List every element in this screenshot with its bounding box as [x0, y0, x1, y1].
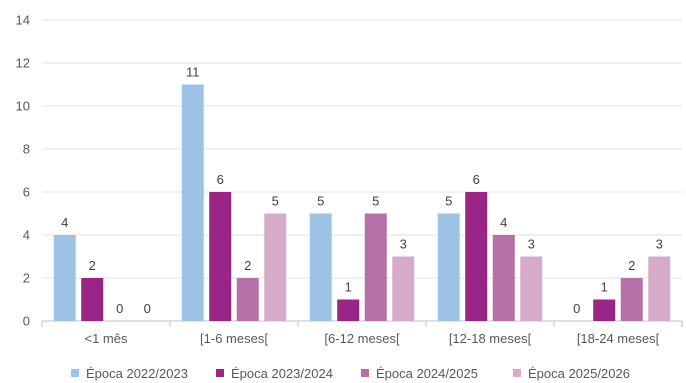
bar-4-2	[264, 213, 287, 321]
legend: Época 2022/2023 Época 2023/2024 Época 2024…	[71, 366, 630, 381]
data-labels: 4 2 0 0 11 6 2 5 5 1 5 3 5 6 4 3 0 1 2 3	[61, 65, 663, 317]
y-tick-label: 10	[16, 99, 30, 114]
y-tick-label: 14	[16, 13, 30, 28]
data-label: 5	[445, 194, 452, 209]
y-tick-label: 12	[16, 56, 30, 71]
data-label: 0	[573, 301, 580, 316]
x-category-label: <1 mês	[85, 331, 128, 346]
bar-3-2	[236, 278, 259, 321]
data-label: 4	[61, 215, 68, 230]
bar-4-4	[520, 256, 543, 321]
data-label: 0	[144, 301, 151, 316]
bar-1-3	[309, 213, 332, 321]
legend-label: Época 2023/2024	[231, 366, 333, 381]
legend-swatch	[216, 369, 224, 377]
data-label: 6	[217, 172, 224, 187]
data-label: 5	[272, 194, 279, 209]
data-label: 6	[473, 172, 480, 187]
legend-swatch	[361, 369, 369, 377]
bars	[53, 84, 671, 321]
y-tick-label: 2	[23, 271, 30, 286]
y-tick-label: 6	[23, 185, 30, 200]
bar-2-5	[593, 299, 616, 321]
bar-2-2	[209, 192, 232, 321]
bar-4-5	[648, 256, 671, 321]
data-label: 2	[244, 258, 251, 273]
legend-label: Época 2024/2025	[376, 366, 478, 381]
legend-label: Época 2022/2023	[86, 366, 188, 381]
legend-swatch	[513, 369, 521, 377]
data-label: 1	[601, 280, 608, 295]
data-label: 11	[186, 65, 200, 80]
x-category-label: [6-12 meses[	[324, 331, 400, 346]
bar-3-4	[492, 235, 515, 321]
data-label: 2	[89, 258, 96, 273]
data-label: 5	[317, 194, 324, 209]
bar-3-3	[364, 213, 387, 321]
data-label: 4	[500, 215, 507, 230]
data-label: 1	[345, 280, 352, 295]
bar-4-3	[392, 256, 415, 321]
bar-1-1	[53, 235, 76, 321]
legend-swatch	[71, 369, 79, 377]
y-axis-ticks: 0 2 4 6 8 10 12 14	[16, 13, 30, 329]
x-axis: <1 mês [1-6 meses[ [6-12 meses[ [12-18 mese…	[41, 320, 683, 346]
data-label: 3	[656, 237, 663, 252]
bar-2-4	[465, 192, 488, 321]
y-tick-label: 4	[23, 228, 30, 243]
bar-1-4	[437, 213, 460, 321]
data-label: 3	[528, 237, 535, 252]
bar-1-2	[181, 84, 204, 321]
y-tick-label: 0	[23, 314, 30, 329]
x-category-label: [1-6 meses[	[200, 331, 268, 346]
legend-label: Época 2025/2026	[528, 366, 630, 381]
data-label: 5	[372, 194, 379, 209]
data-label: 2	[628, 258, 635, 273]
y-tick-label: 8	[23, 142, 30, 157]
data-label: 3	[400, 237, 407, 252]
bar-3-5	[620, 278, 643, 321]
bar-2-1	[81, 278, 104, 321]
bar-2-3	[337, 299, 360, 321]
x-category-label: [18-24 meses[	[577, 331, 660, 346]
data-label: 0	[116, 301, 123, 316]
x-category-label: [12-18 meses[	[449, 331, 532, 346]
gridlines	[42, 19, 682, 279]
